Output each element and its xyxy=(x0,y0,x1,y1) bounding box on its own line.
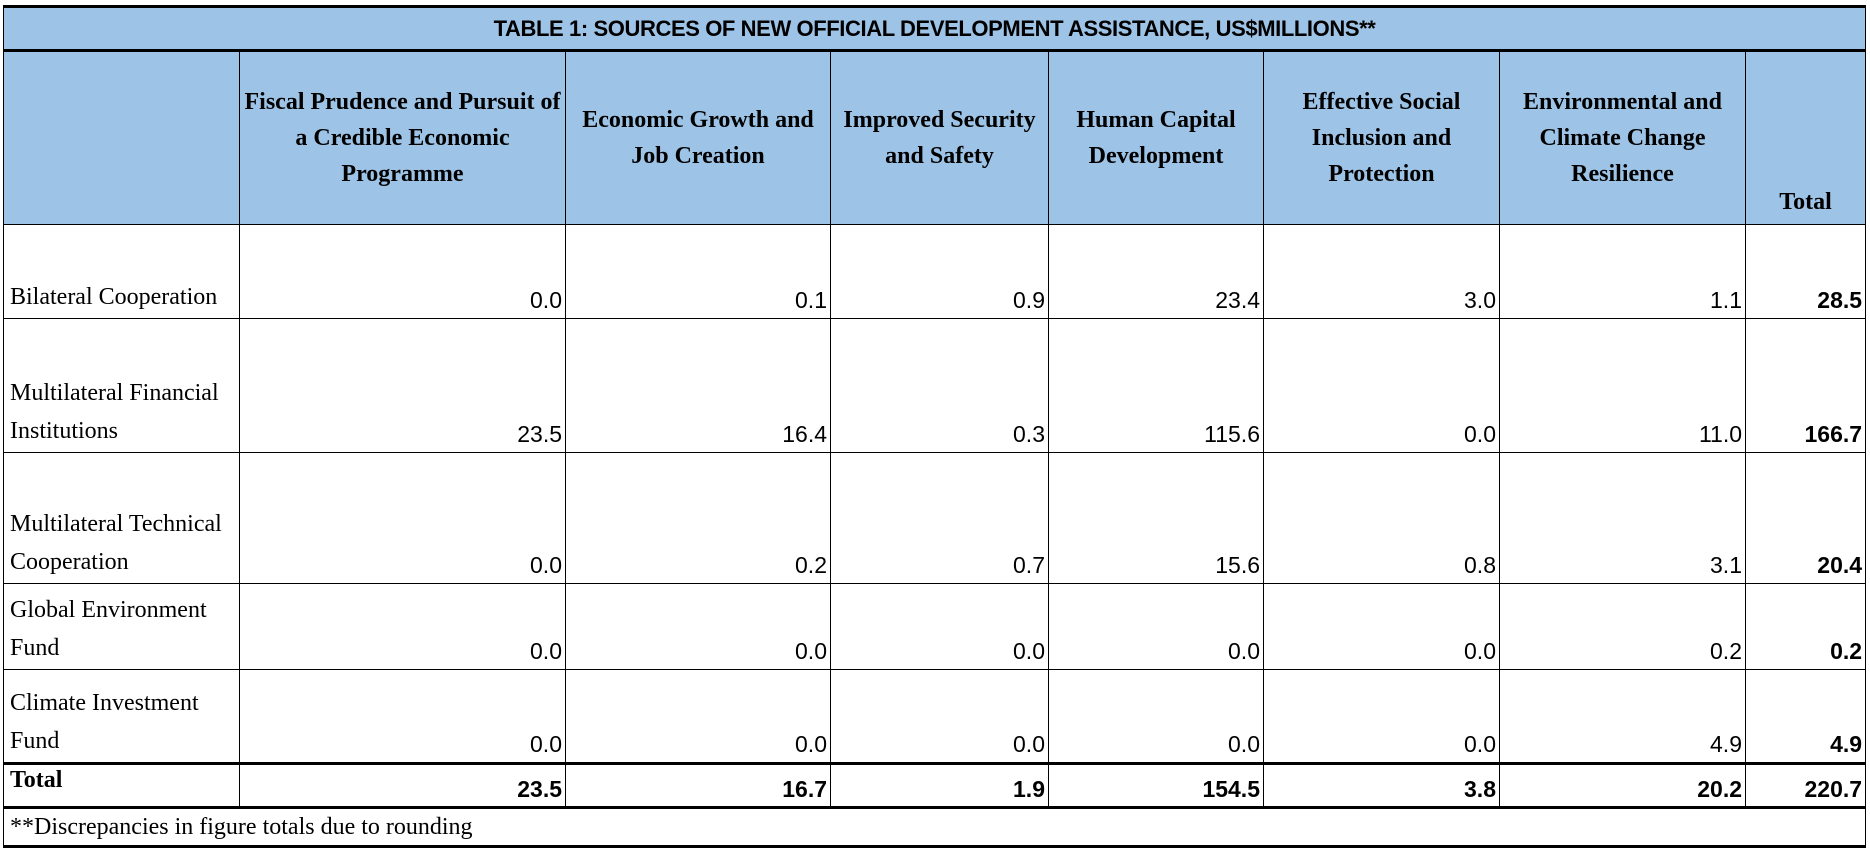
row-total-cell: 28.5 xyxy=(1744,224,1867,319)
table-row: Global Environment Fund 0.0 0.0 0.0 0.0 … xyxy=(3,583,1867,670)
table-cell: 0.0 xyxy=(565,583,831,670)
table-row: Multilateral Financial Institutions 23.5… xyxy=(3,318,1867,453)
table-cell: 0.0 xyxy=(1263,318,1500,453)
column-header-row: Fiscal Prudence and Pursuit of a Credibl… xyxy=(3,50,1867,225)
table-cell: 0.0 xyxy=(830,669,1049,764)
column-header: Effective Social Inclusion and Protectio… xyxy=(1263,50,1500,225)
footnote-row: **Discrepancies in figure totals due to … xyxy=(2,807,1867,848)
total-cell: 23.5 xyxy=(239,762,566,809)
table-title: TABLE 1: SOURCES OF NEW OFFICIAL DEVELOP… xyxy=(2,5,1867,52)
row-total-cell: 0.2 xyxy=(1744,583,1867,670)
table-cell: 23.4 xyxy=(1048,224,1264,319)
column-header-total: Total xyxy=(1744,50,1867,225)
grand-total-cell: 220.7 xyxy=(1744,762,1867,809)
table-cell: 15.6 xyxy=(1048,452,1264,584)
table-cell: 115.6 xyxy=(1048,318,1264,453)
column-header: Improved Security and Safety xyxy=(830,50,1049,225)
table-cell: 3.0 xyxy=(1263,224,1500,319)
table-total-row: Total 23.5 16.7 1.9 154.5 3.8 20.2 220.7 xyxy=(3,762,1867,809)
table-cell: 0.0 xyxy=(1048,669,1264,764)
row-label: Bilateral Cooperation xyxy=(3,224,240,319)
table-cell: 0.2 xyxy=(1499,583,1746,670)
total-cell: 16.7 xyxy=(565,762,831,809)
row-label: Multilateral Financial Institutions xyxy=(3,318,240,453)
column-header: Human Capital Development xyxy=(1048,50,1264,225)
total-row-label: Total xyxy=(3,762,240,809)
total-cell: 3.8 xyxy=(1263,762,1500,809)
table-cell: 0.0 xyxy=(239,669,566,764)
table-cell: 16.4 xyxy=(565,318,831,453)
table-cell: 0.0 xyxy=(239,224,566,319)
header-corner xyxy=(3,50,240,225)
table-cell: 0.8 xyxy=(1263,452,1500,584)
table-cell: 0.0 xyxy=(565,669,831,764)
table-row: Bilateral Cooperation 0.0 0.1 0.9 23.4 3… xyxy=(3,224,1867,319)
table-cell: 3.1 xyxy=(1499,452,1746,584)
table-cell: 0.7 xyxy=(830,452,1049,584)
column-header: Environmental and Climate Change Resilie… xyxy=(1499,50,1746,225)
table-cell: 0.0 xyxy=(1048,583,1264,670)
total-cell: 20.2 xyxy=(1499,762,1746,809)
row-label: Climate Investment Fund xyxy=(3,669,240,764)
column-header: Economic Growth and Job Creation xyxy=(565,50,831,225)
row-total-cell: 4.9 xyxy=(1744,669,1867,764)
table-cell: 23.5 xyxy=(239,318,566,453)
row-total-cell: 166.7 xyxy=(1744,318,1867,453)
table-cell: 0.0 xyxy=(830,583,1049,670)
row-total-cell: 20.4 xyxy=(1744,452,1867,584)
table-cell: 0.2 xyxy=(565,452,831,584)
column-header: Fiscal Prudence and Pursuit of a Credibl… xyxy=(239,50,566,225)
table-cell: 0.0 xyxy=(1263,583,1500,670)
table-row: Multilateral Technical Cooperation 0.0 0… xyxy=(3,452,1867,584)
table-cell: 0.3 xyxy=(830,318,1049,453)
table-cell: 0.0 xyxy=(1263,669,1500,764)
table-cell: 1.1 xyxy=(1499,224,1746,319)
oda-sources-table-frame: TABLE 1: SOURCES OF NEW OFFICIAL DEVELOP… xyxy=(2,5,1867,848)
footnote: **Discrepancies in figure totals due to … xyxy=(2,807,1867,848)
table-row: Climate Investment Fund 0.0 0.0 0.0 0.0 … xyxy=(3,669,1867,764)
total-cell: 154.5 xyxy=(1048,762,1264,809)
table-title-row: TABLE 1: SOURCES OF NEW OFFICIAL DEVELOP… xyxy=(2,5,1867,52)
row-label: Global Environment Fund xyxy=(3,583,240,670)
total-cell: 1.9 xyxy=(830,762,1049,809)
table-cell: 4.9 xyxy=(1499,669,1746,764)
table-cell: 0.1 xyxy=(565,224,831,319)
table-cell: 0.9 xyxy=(830,224,1049,319)
table-cell: 0.0 xyxy=(239,583,566,670)
oda-sources-table: TABLE 1: SOURCES OF NEW OFFICIAL DEVELOP… xyxy=(2,5,1867,848)
table-cell: 0.0 xyxy=(239,452,566,584)
table-cell: 11.0 xyxy=(1499,318,1746,453)
row-label: Multilateral Technical Cooperation xyxy=(3,452,240,584)
